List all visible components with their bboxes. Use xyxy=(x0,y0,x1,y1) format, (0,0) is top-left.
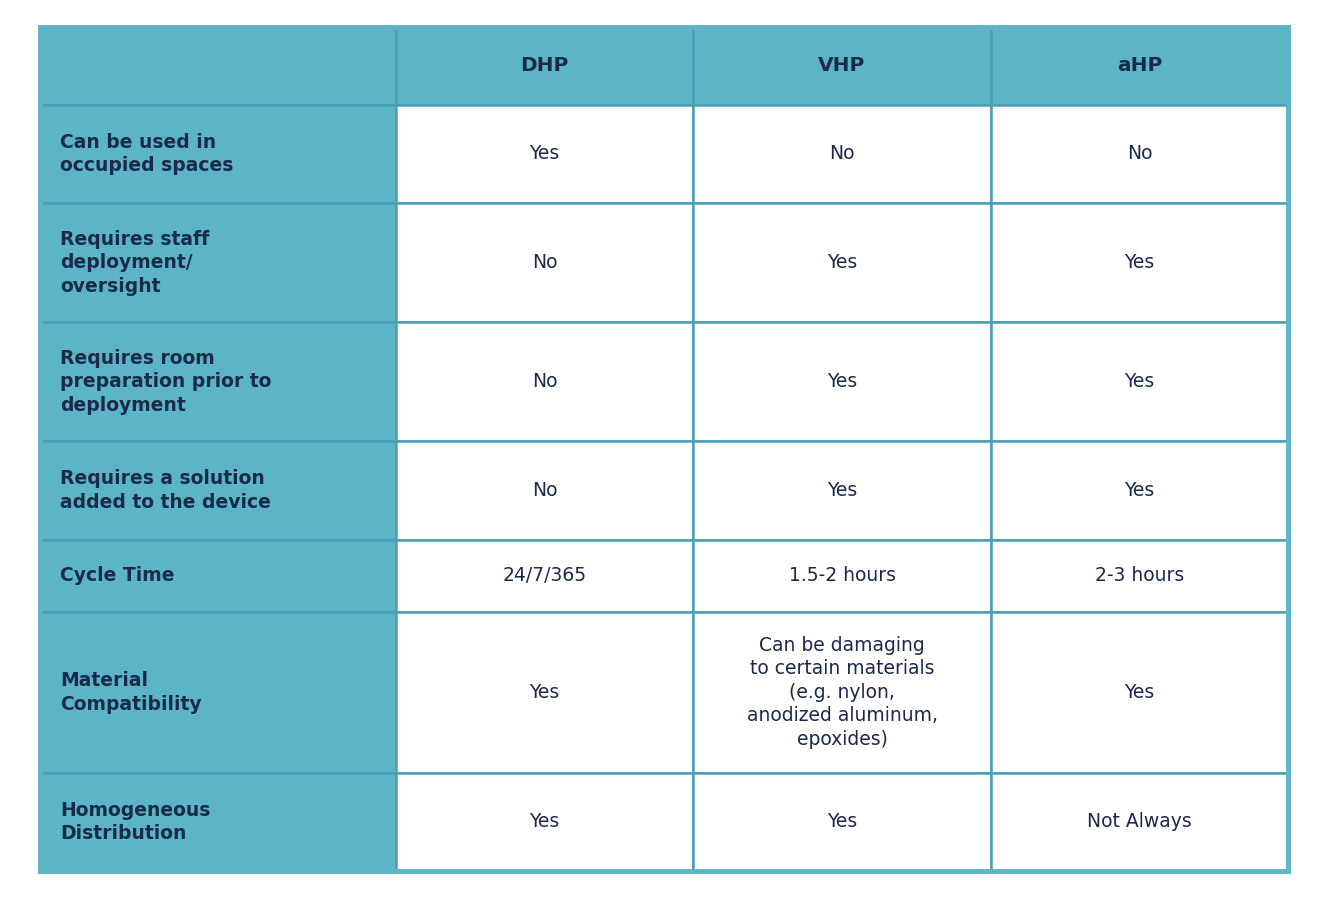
Bar xyxy=(991,441,1288,540)
Bar xyxy=(396,612,693,772)
Bar xyxy=(40,540,396,612)
Text: Yes: Yes xyxy=(1125,372,1154,392)
Text: Yes: Yes xyxy=(827,481,857,500)
Text: 24/7/365: 24/7/365 xyxy=(502,567,587,585)
Bar xyxy=(991,105,1288,203)
Bar xyxy=(396,322,693,441)
Text: aHP: aHP xyxy=(1117,57,1162,75)
Text: Requires a solution
added to the device: Requires a solution added to the device xyxy=(60,469,271,512)
Bar xyxy=(40,105,396,203)
Bar xyxy=(40,612,396,772)
Text: Yes: Yes xyxy=(530,813,560,832)
Text: No: No xyxy=(533,253,558,272)
Bar xyxy=(991,540,1288,612)
Text: Yes: Yes xyxy=(1125,481,1154,500)
Bar xyxy=(40,203,396,322)
Text: No: No xyxy=(1126,145,1153,163)
Bar xyxy=(991,612,1288,772)
Text: No: No xyxy=(533,372,558,392)
Bar xyxy=(40,441,396,540)
Text: 1.5-2 hours: 1.5-2 hours xyxy=(789,567,895,585)
Bar xyxy=(693,772,991,871)
Bar xyxy=(40,772,396,871)
Text: Yes: Yes xyxy=(1125,682,1154,702)
Text: No: No xyxy=(829,145,855,163)
Bar xyxy=(693,27,991,105)
Bar xyxy=(693,612,991,772)
Text: Yes: Yes xyxy=(827,253,857,272)
Bar xyxy=(693,203,991,322)
Text: DHP: DHP xyxy=(521,57,568,75)
Bar xyxy=(693,322,991,441)
Text: 2-3 hours: 2-3 hours xyxy=(1094,567,1185,585)
Text: Yes: Yes xyxy=(530,682,560,702)
Text: Yes: Yes xyxy=(530,145,560,163)
Text: Yes: Yes xyxy=(827,813,857,832)
Bar xyxy=(693,105,991,203)
Bar xyxy=(396,27,693,105)
Bar xyxy=(396,540,693,612)
Text: No: No xyxy=(533,481,558,500)
Text: Not Always: Not Always xyxy=(1088,813,1191,832)
Text: Homogeneous
Distribution: Homogeneous Distribution xyxy=(60,801,210,843)
Bar xyxy=(991,203,1288,322)
Bar xyxy=(991,27,1288,105)
Text: VHP: VHP xyxy=(818,57,866,75)
Text: Requires room
preparation prior to
deployment: Requires room preparation prior to deplo… xyxy=(60,348,271,415)
Text: Cycle Time: Cycle Time xyxy=(60,567,174,585)
Text: Material
Compatibility: Material Compatibility xyxy=(60,671,202,714)
Text: Requires staff
deployment/
oversight: Requires staff deployment/ oversight xyxy=(60,230,208,295)
Text: Yes: Yes xyxy=(1125,253,1154,272)
Bar xyxy=(40,27,396,105)
Bar xyxy=(396,441,693,540)
Bar xyxy=(396,772,693,871)
Bar xyxy=(693,441,991,540)
Text: Can be damaging
to certain materials
(e.g. nylon,
anodized aluminum,
epoxides): Can be damaging to certain materials (e.… xyxy=(746,636,938,749)
Bar xyxy=(693,540,991,612)
Bar xyxy=(991,322,1288,441)
Bar xyxy=(40,322,396,441)
Text: Can be used in
occupied spaces: Can be used in occupied spaces xyxy=(60,133,234,175)
Bar xyxy=(991,772,1288,871)
Bar xyxy=(396,105,693,203)
Bar xyxy=(396,203,693,322)
Text: Yes: Yes xyxy=(827,372,857,392)
